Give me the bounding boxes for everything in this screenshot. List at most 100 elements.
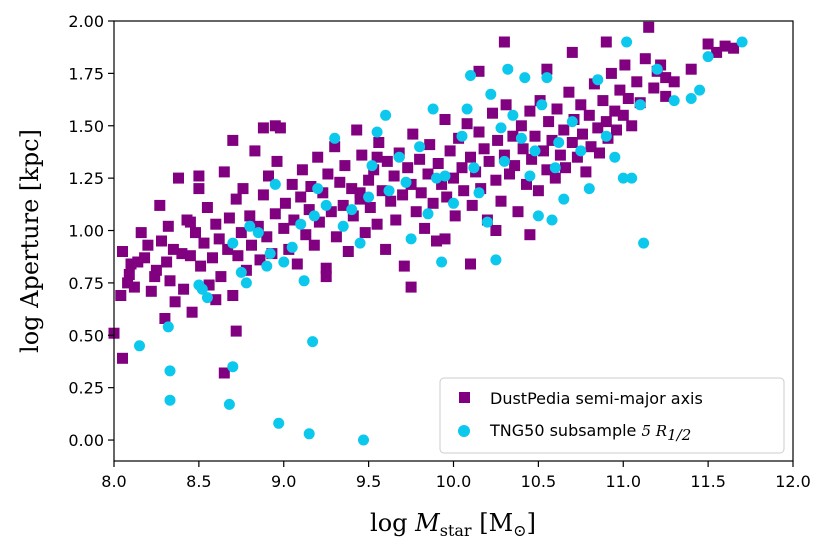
dustpedia-point: [159, 313, 171, 324]
tng50-point: [600, 130, 612, 142]
dustpedia-point: [117, 246, 128, 257]
dustpedia-point: [617, 109, 629, 121]
tng50-point: [668, 95, 680, 107]
tng50-point: [371, 126, 383, 138]
tng50-point: [558, 193, 570, 205]
dustpedia-point: [371, 151, 383, 163]
tng50-point: [164, 394, 176, 406]
dustpedia-point: [473, 65, 485, 77]
dustpedia-point: [498, 36, 510, 48]
tng50-point: [422, 208, 434, 220]
dustpedia-point: [466, 199, 478, 211]
dustpedia-point: [605, 67, 617, 79]
tng50-point: [196, 283, 208, 295]
tng50-point: [337, 220, 349, 232]
dustpedia-point: [524, 105, 536, 117]
tng50-point: [405, 233, 417, 245]
dustpedia-point: [439, 233, 451, 245]
tng50-point: [427, 103, 439, 115]
dustpedia-point: [405, 281, 417, 293]
dustpedia-point: [184, 250, 196, 262]
dustpedia-point: [150, 264, 162, 276]
tng50-point: [393, 151, 405, 163]
dustpedia-point: [325, 206, 337, 218]
legend: DustPedia semi-major axis TNG50 subsampl…: [439, 377, 785, 454]
tng50-point: [264, 248, 276, 260]
dustpedia-point: [215, 271, 227, 283]
dustpedia-point: [246, 239, 257, 251]
dustpedia-point: [156, 235, 167, 247]
tng50-point: [354, 237, 366, 249]
dustpedia-point: [203, 279, 215, 291]
dustpedia-point: [388, 170, 400, 182]
dustpedia-point: [322, 168, 334, 180]
legend-label-dustpedia: DustPedia semi-major axis: [490, 389, 703, 408]
y-tick-label: 2.00: [68, 12, 104, 31]
dustpedia-point: [492, 134, 504, 146]
tng50-point: [638, 237, 650, 249]
dustpedia-point: [198, 237, 210, 249]
dustpedia-point: [278, 222, 290, 234]
dustpedia-point: [320, 262, 332, 274]
dustpedia-point: [585, 141, 597, 153]
dustpedia-point: [213, 233, 225, 245]
dustpedia-point: [232, 250, 244, 262]
dustpedia-point: [291, 258, 303, 270]
tng50-point: [383, 185, 395, 197]
y-tick-label: 0.00: [68, 431, 104, 450]
tng50-point: [485, 88, 497, 100]
dustpedia-point: [456, 162, 468, 174]
dustpedia-point: [566, 46, 578, 58]
dustpedia-point: [422, 168, 434, 180]
dustpedia-point: [498, 149, 510, 161]
dustpedia-point: [373, 137, 385, 148]
x-tick-label: 11.5: [690, 472, 726, 491]
dustpedia-point: [473, 126, 485, 138]
legend-label-tng50-text: TNG50 subsample: [489, 421, 636, 440]
dustpedia-point: [419, 222, 431, 234]
y-tick-label: 0.75: [68, 274, 104, 293]
tng50-point: [363, 191, 375, 203]
dustpedia-point: [296, 164, 308, 176]
y-tick-label: 1.75: [68, 64, 104, 83]
dustpedia-point: [286, 178, 298, 190]
tng50-point: [495, 122, 507, 134]
dustpedia-point: [300, 229, 312, 241]
tng50-point: [621, 36, 633, 48]
dustpedia-point: [614, 84, 626, 96]
tng50-point: [448, 197, 459, 209]
dustpedia-point: [371, 218, 383, 230]
tng50-point: [414, 141, 426, 153]
dustpedia-point: [115, 290, 127, 301]
legend-label-tng50: TNG50 subsample 5 R1/2: [489, 421, 691, 444]
x-tick-label: 10.5: [521, 472, 557, 491]
y-tick-label: 1.00: [68, 222, 104, 241]
dustpedia-point: [631, 76, 643, 88]
dustpedia-point: [329, 141, 341, 153]
dustpedia-point: [218, 166, 230, 178]
dustpedia-point: [398, 260, 410, 272]
dustpedia-point: [648, 82, 660, 94]
dustpedia-point: [230, 193, 242, 205]
dustpedia-point: [458, 185, 470, 197]
dustpedia-point: [193, 183, 205, 195]
tng50-point: [320, 199, 332, 211]
dustpedia-point: [449, 210, 461, 222]
dustpedia-point: [178, 283, 190, 295]
dustpedia-point: [230, 325, 242, 337]
dustpedia-point: [305, 181, 317, 192]
dustpedia-point: [342, 246, 354, 257]
dustpedia-point: [577, 128, 588, 140]
dustpedia-point: [128, 281, 140, 293]
dustpedia-point: [145, 285, 157, 297]
legend-marker-dustpedia: [459, 392, 470, 403]
dustpedia-point: [490, 174, 502, 186]
tng50-point: [162, 321, 174, 333]
tng50-point: [431, 172, 442, 184]
tng50-point: [456, 130, 468, 142]
dustpedia-point: [385, 195, 397, 207]
tng50-point: [286, 241, 298, 253]
dustpedia-point: [500, 99, 512, 111]
dustpedia-point: [149, 271, 161, 283]
dustpedia-point: [295, 191, 307, 203]
